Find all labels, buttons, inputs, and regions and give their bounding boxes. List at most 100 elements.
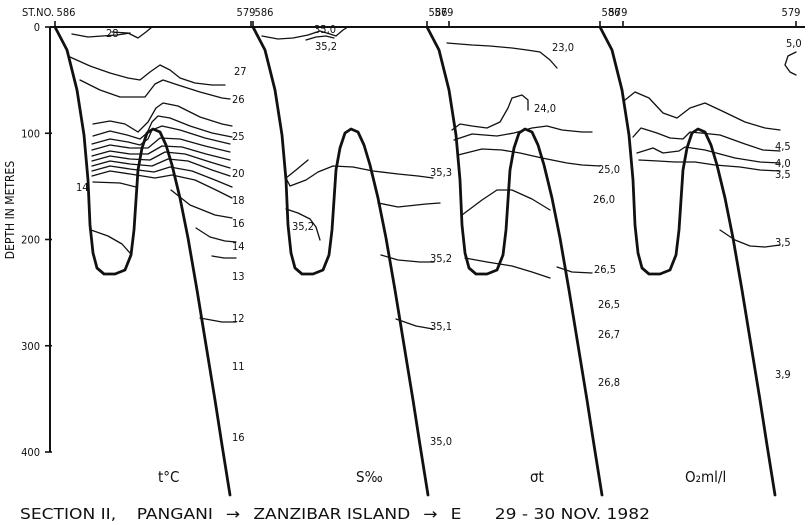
isoline <box>195 227 237 243</box>
contour-label: 35,2 <box>315 40 337 53</box>
contour-label: 4,5 <box>775 140 791 153</box>
depth-axis-label: DEPTH IN METRES <box>3 161 17 260</box>
isoline <box>457 148 601 167</box>
isoline <box>638 159 781 172</box>
isoline <box>377 202 441 208</box>
contour-label: 25,0 <box>598 163 620 176</box>
station-label: 586 <box>57 6 76 19</box>
isoline <box>395 318 434 330</box>
station-label: 579 <box>782 6 801 19</box>
isoline <box>92 181 137 188</box>
isoline <box>91 165 233 188</box>
isoline <box>111 26 153 39</box>
depth-axis: 0 100 200 300 400 ST.NO. <box>21 6 805 459</box>
isoline <box>285 208 321 241</box>
station-label: 586 <box>255 6 274 19</box>
title-route-mid: ZANZIBAR ISLAND <box>253 505 410 523</box>
title-route-start: PANGANI <box>137 505 213 523</box>
sea-bottom-profile <box>53 25 232 497</box>
isoline <box>91 125 231 146</box>
contour-label: 4,0 <box>775 157 791 170</box>
isoline <box>719 229 781 248</box>
isoline <box>91 170 233 199</box>
isoline <box>784 51 797 76</box>
sea-bottom-profile <box>251 25 430 497</box>
contour-label: 3,5 <box>775 168 791 181</box>
isoline <box>453 125 593 141</box>
isoline <box>451 94 529 131</box>
contour-label: 26,0 <box>593 193 615 206</box>
contour-label: 35,1 <box>430 320 452 333</box>
isoline <box>636 146 781 164</box>
isoline <box>91 158 231 177</box>
figure-title: SECTION II, PANGANI → ZANZIBAR ISLAND → … <box>20 505 650 523</box>
contour-label: 16 <box>232 217 245 230</box>
title-section: SECTION II, <box>20 505 116 523</box>
station-label: 579 <box>609 6 628 19</box>
contour-label: 27 <box>234 65 247 78</box>
contour-label: 11 <box>232 360 245 373</box>
contour-label: 26,8 <box>598 376 620 389</box>
contour-label: 35,0 <box>314 23 336 36</box>
isoline <box>79 79 231 100</box>
isoline <box>71 32 131 38</box>
isoline <box>69 56 226 86</box>
parameter-label: σt <box>530 468 544 486</box>
isoline <box>461 189 551 216</box>
contour-label: 23,0 <box>552 41 574 54</box>
isoline <box>464 257 551 279</box>
station-label: 579 <box>435 6 454 19</box>
station-label: 586 <box>429 6 448 19</box>
isoline <box>556 266 593 274</box>
isoline <box>211 255 237 259</box>
title-date: 29 - 30 NOV. 1982 <box>495 505 650 523</box>
isoline <box>91 137 231 153</box>
contour-label: 14 <box>76 181 89 194</box>
contour-label: 3,5 <box>775 236 791 249</box>
station-label: 579 <box>237 6 256 19</box>
depth-tick-label: 200 <box>21 234 40 247</box>
isoline <box>199 317 237 323</box>
contour-label: 28 <box>106 27 119 40</box>
parameter-label: t°C <box>158 468 179 486</box>
isoline <box>261 26 349 40</box>
station-prefix: ST.NO. <box>22 6 54 19</box>
contour-label: 35,2 <box>430 252 452 265</box>
depth-tick-label: 0 <box>34 21 40 34</box>
isoline <box>90 229 131 254</box>
contour-label: 18 <box>232 194 245 207</box>
contour-label: 3,9 <box>775 368 791 381</box>
contour-label: 24,0 <box>534 102 556 115</box>
isoline <box>632 127 781 152</box>
parameter-label: S‰ <box>356 468 383 486</box>
isoline <box>624 91 781 131</box>
isoline <box>446 42 558 69</box>
depth-tick-label: 300 <box>21 340 40 353</box>
isoline <box>91 151 231 169</box>
section-panel: 586 579 28 27 26 25 20 18 16 14 13 12 11 16 14 t°C <box>53 6 256 497</box>
contour-label: 35,2 <box>292 220 314 233</box>
contour-label: 35,0 <box>430 435 452 448</box>
contour-label: 26 <box>232 93 245 106</box>
depth-tick-label: 100 <box>21 127 40 140</box>
sea-bottom-profile <box>598 25 777 497</box>
sea-bottom-profile <box>425 25 604 497</box>
isoline <box>92 115 233 140</box>
contour-label: 26,5 <box>594 263 616 276</box>
contour-label: 13 <box>232 270 245 283</box>
isoline <box>285 159 434 187</box>
title-route-end: E <box>451 505 462 523</box>
depth-tick-label: 400 <box>21 446 40 459</box>
contour-label: 26,5 <box>598 298 620 311</box>
contour-label: 14 <box>232 240 245 253</box>
isoline <box>305 35 335 41</box>
contour-label: 12 <box>232 312 245 325</box>
contour-label: 25 <box>232 130 245 143</box>
contour-label: 5,0 <box>786 37 802 50</box>
